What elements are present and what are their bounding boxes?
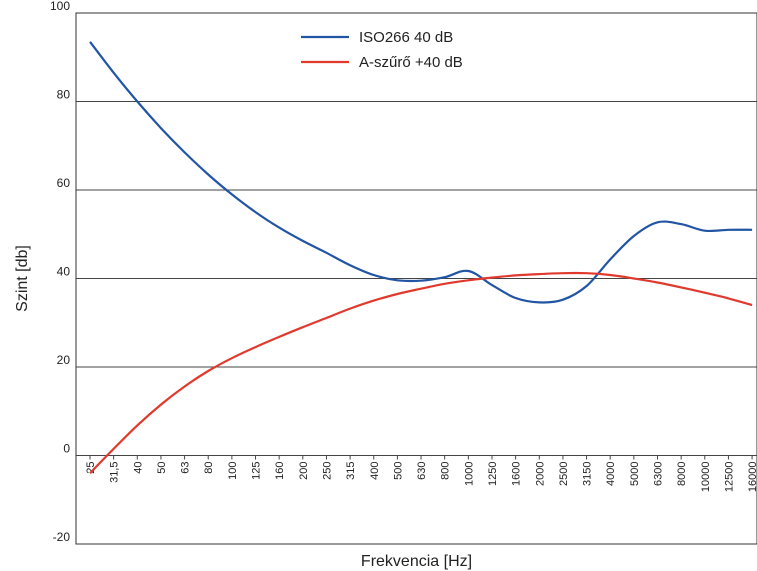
y-tick-label: 100 xyxy=(50,0,70,13)
x-tick-label: 100 xyxy=(227,462,239,480)
x-tick-label: 2000 xyxy=(534,462,546,486)
x-tick-label: 10000 xyxy=(700,462,712,493)
x-tick-label: 1000 xyxy=(463,462,475,486)
x-tick-label: 3150 xyxy=(582,462,594,486)
x-tick-label: 40 xyxy=(132,462,144,474)
y-tick-label: 80 xyxy=(57,88,71,102)
y-axis-title: Szint [db] xyxy=(14,245,31,312)
series-line-1 xyxy=(89,271,753,474)
legend: ISO266 40 dB A-szűrő +40 dB xyxy=(301,29,463,71)
x-tick-label: 1250 xyxy=(487,461,499,485)
x-tick-label: 1600 xyxy=(511,462,523,486)
series-line-0 xyxy=(89,41,753,304)
y-tick-label: -20 xyxy=(53,530,71,544)
x-tick-label: 315 xyxy=(345,462,357,480)
x-tick-label: 630 xyxy=(416,462,428,480)
series-lines xyxy=(89,41,753,474)
x-tick-label: 12500 xyxy=(723,462,735,493)
y-tick-label: 20 xyxy=(57,353,71,367)
x-tick-label: 500 xyxy=(392,462,404,480)
x-tick-label: 2500 xyxy=(558,462,570,486)
x-tick-label: 160 xyxy=(274,462,286,480)
x-tick-label: 125 xyxy=(251,462,263,480)
x-tick-label: 16000 xyxy=(747,462,757,493)
x-tick-label: 31,5 xyxy=(109,462,121,483)
x-tick-label: 25 xyxy=(85,462,97,474)
x-tick-label: 63 xyxy=(180,462,192,474)
legend-label: A-szűrő +40 dB xyxy=(359,54,463,71)
x-tick-label: 4000 xyxy=(605,462,617,486)
x-axis-title: Frekvencia [Hz] xyxy=(361,553,472,570)
x-tick-label: 800 xyxy=(440,462,452,480)
x-tick-label: 8000 xyxy=(676,462,688,486)
x-tick-label: 80 xyxy=(203,462,215,474)
x-tick-label: 200 xyxy=(298,462,310,480)
x-axis-ticks: 25 31,5 40 50 63 80 100 125 160 200 250 315 400 500 63… xyxy=(85,455,757,493)
plot-frame xyxy=(75,12,757,545)
y-tick-label: 0 xyxy=(63,442,70,456)
x-tick-label: 5000 xyxy=(629,462,641,486)
x-tick-label: 400 xyxy=(369,462,381,480)
y-tick-label: 40 xyxy=(57,265,71,279)
y-axis-ticks: -20 0 20 40 60 80 100 xyxy=(50,0,70,544)
x-tick-label: 6300 xyxy=(653,462,665,486)
y-tick-label: 60 xyxy=(57,176,71,190)
x-tick-label: 50 xyxy=(156,462,168,474)
legend-label: ISO266 40 dB xyxy=(359,29,453,46)
x-tick-label: 250 xyxy=(321,462,333,480)
